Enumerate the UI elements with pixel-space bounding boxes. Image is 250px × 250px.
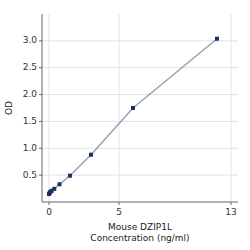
- point: [215, 37, 219, 41]
- line: [49, 39, 217, 194]
- y-axis-label: OD: [4, 101, 14, 115]
- tick-label-y: 3.0: [23, 35, 38, 45]
- grid-line-y: [42, 67, 238, 68]
- axes: 0.5 1.0 1.5 2.0 2.5 3.0 0 5 13: [23, 14, 238, 217]
- grid-line-y: [42, 40, 238, 41]
- grid: [42, 14, 238, 202]
- series: [47, 37, 219, 196]
- grid-line-y: [42, 148, 238, 149]
- chart: 0.5 1.0 1.5 2.0 2.5 3.0 0 5 13 Mouse DZIP1LConcen…: [0, 0, 250, 250]
- y-axis-line: [42, 14, 43, 202]
- grid-line-x: [49, 14, 50, 202]
- grid-line-y: [42, 121, 238, 122]
- tick-label-x: 5: [116, 207, 122, 217]
- grid-line-x: [119, 14, 120, 202]
- grid-line-x: [231, 14, 232, 202]
- point: [68, 174, 72, 178]
- x-axis-label-line: Concentration (ng/ml): [90, 233, 189, 243]
- tick-label-x: 13: [225, 207, 236, 217]
- tick-label-y: 0.5: [23, 170, 37, 180]
- tick-label-y: 1.5: [23, 116, 37, 126]
- tick-label-y: 1.0: [23, 143, 38, 153]
- tick-label-x: 0: [46, 207, 52, 217]
- x-axis-line: [42, 202, 238, 203]
- point: [131, 106, 135, 110]
- x-axis-label-line: Mouse DZIP1L: [108, 222, 172, 232]
- point: [89, 153, 93, 157]
- tick-label-y: 2.5: [23, 62, 37, 72]
- point: [58, 182, 62, 186]
- tick-label-y: 2.0: [23, 89, 38, 99]
- background: [0, 0, 250, 250]
- x-axis-label: Mouse DZIP1LConcentration (ng/ml): [90, 222, 189, 243]
- grid-line-y: [42, 94, 238, 95]
- point: [52, 187, 56, 191]
